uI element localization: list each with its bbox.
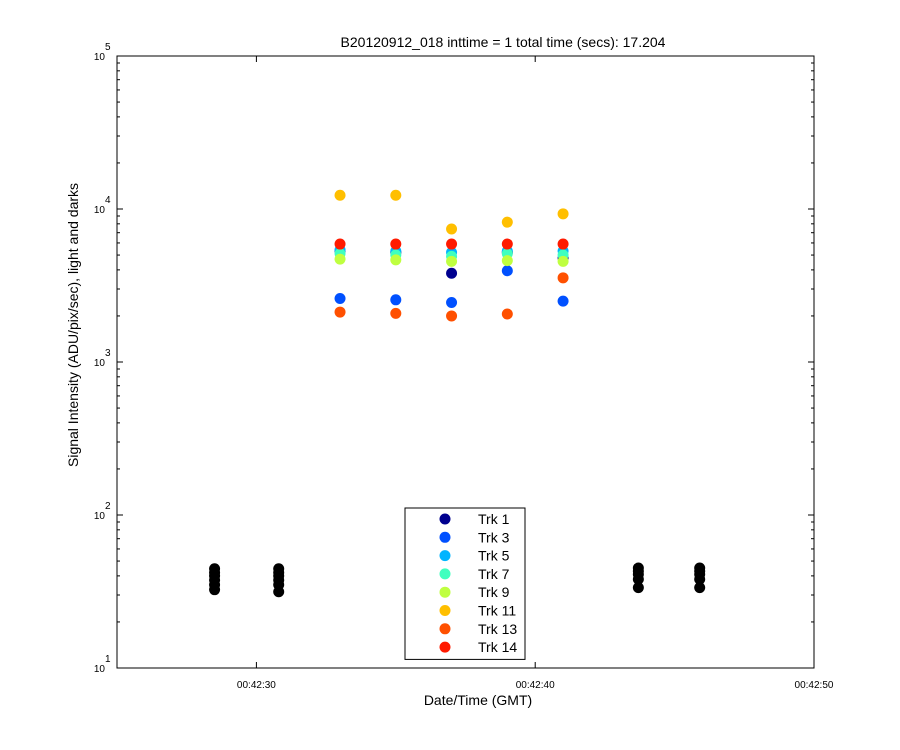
chart-title: B20120912_018 inttime = 1 total time (se… [341,34,666,50]
data-point-trk-13 [390,307,402,319]
legend-label: Trk 3 [478,529,510,545]
y-tick-label: 10 [94,664,106,675]
legend-marker [439,531,451,543]
data-point-trk-14 [501,238,513,250]
data-point-trk-11 [446,223,458,235]
y-tick-exponent: 2 [105,501,111,512]
x-tick-label: 00:42:50 [795,680,834,691]
legend-label: Trk 1 [478,511,510,527]
data-point-trk-9 [557,255,569,267]
data-point-trk-14 [390,238,402,250]
data-point-trk-3 [557,295,569,307]
data-point-trk-11 [390,189,402,201]
data-point-trk-13 [557,272,569,284]
legend-label: Trk 11 [478,603,516,619]
legend-label: Trk 14 [478,639,517,655]
y-tick-exponent: 3 [105,348,111,359]
legend-marker [439,513,451,525]
data-point-trk-11 [557,208,569,220]
legend-marker [439,641,451,653]
legend-marker [439,586,451,598]
dark-data-point [632,562,644,574]
data-point-trk-9 [334,253,346,265]
data-point-trk-14 [446,238,458,250]
data-point-trk-3 [334,293,346,305]
data-point-trk-11 [501,216,513,228]
data-point-trk-9 [501,255,513,267]
y-tick-label: 10 [94,52,106,63]
y-tick-label: 10 [94,205,106,216]
data-point-trk-9 [446,255,458,267]
y-tick-label: 10 [94,358,106,369]
legend-marker [439,550,451,562]
data-point-trk-3 [390,294,402,306]
y-axis-title: Signal Intensity (ADU/pix/sec), light an… [65,183,81,467]
dark-data-point [694,562,706,574]
data-point-trk-9 [390,254,402,266]
x-axis-ticks: 00:42:30 00:42:40 00:42:50 [237,56,834,691]
legend-box [404,507,526,660]
y-tick-exponent: 5 [105,42,111,53]
dark-data-point [273,563,285,575]
legend: Trk 1 Trk 3 Trk 5 Trk 7 Trk 9 Trk 11 Trk 13 Trk… [404,507,526,660]
data-point-trk-14 [334,238,346,250]
legend-label: Trk 13 [478,621,517,637]
legend-label: Trk 5 [478,548,510,564]
x-tick-label: 00:42:40 [516,680,555,691]
dark-data-point [209,563,221,575]
dark-data-point [632,582,644,594]
data-point-trk-3 [501,265,513,277]
legend-marker [439,568,451,580]
data-point-trk-1 [446,267,458,279]
legend-marker [439,623,451,635]
data-point-trk-3 [446,296,458,308]
legend-label: Trk 9 [478,584,510,600]
data-point-trk-13 [501,308,513,320]
y-tick-exponent: 4 [105,195,111,206]
x-axis-title: Date/Time (GMT) [424,692,532,708]
data-point-trk-11 [334,189,346,201]
dark-data-point [694,582,706,594]
legend-label: Trk 7 [478,566,510,582]
x-tick-label: 00:42:30 [237,680,276,691]
legend-marker [439,605,451,616]
data-point-trk-13 [446,310,458,322]
data-point-trk-14 [557,238,569,250]
y-tick-exponent: 1 [105,654,111,665]
y-tick-label: 10 [94,511,106,522]
data-points [209,189,706,598]
data-point-trk-13 [334,306,346,318]
